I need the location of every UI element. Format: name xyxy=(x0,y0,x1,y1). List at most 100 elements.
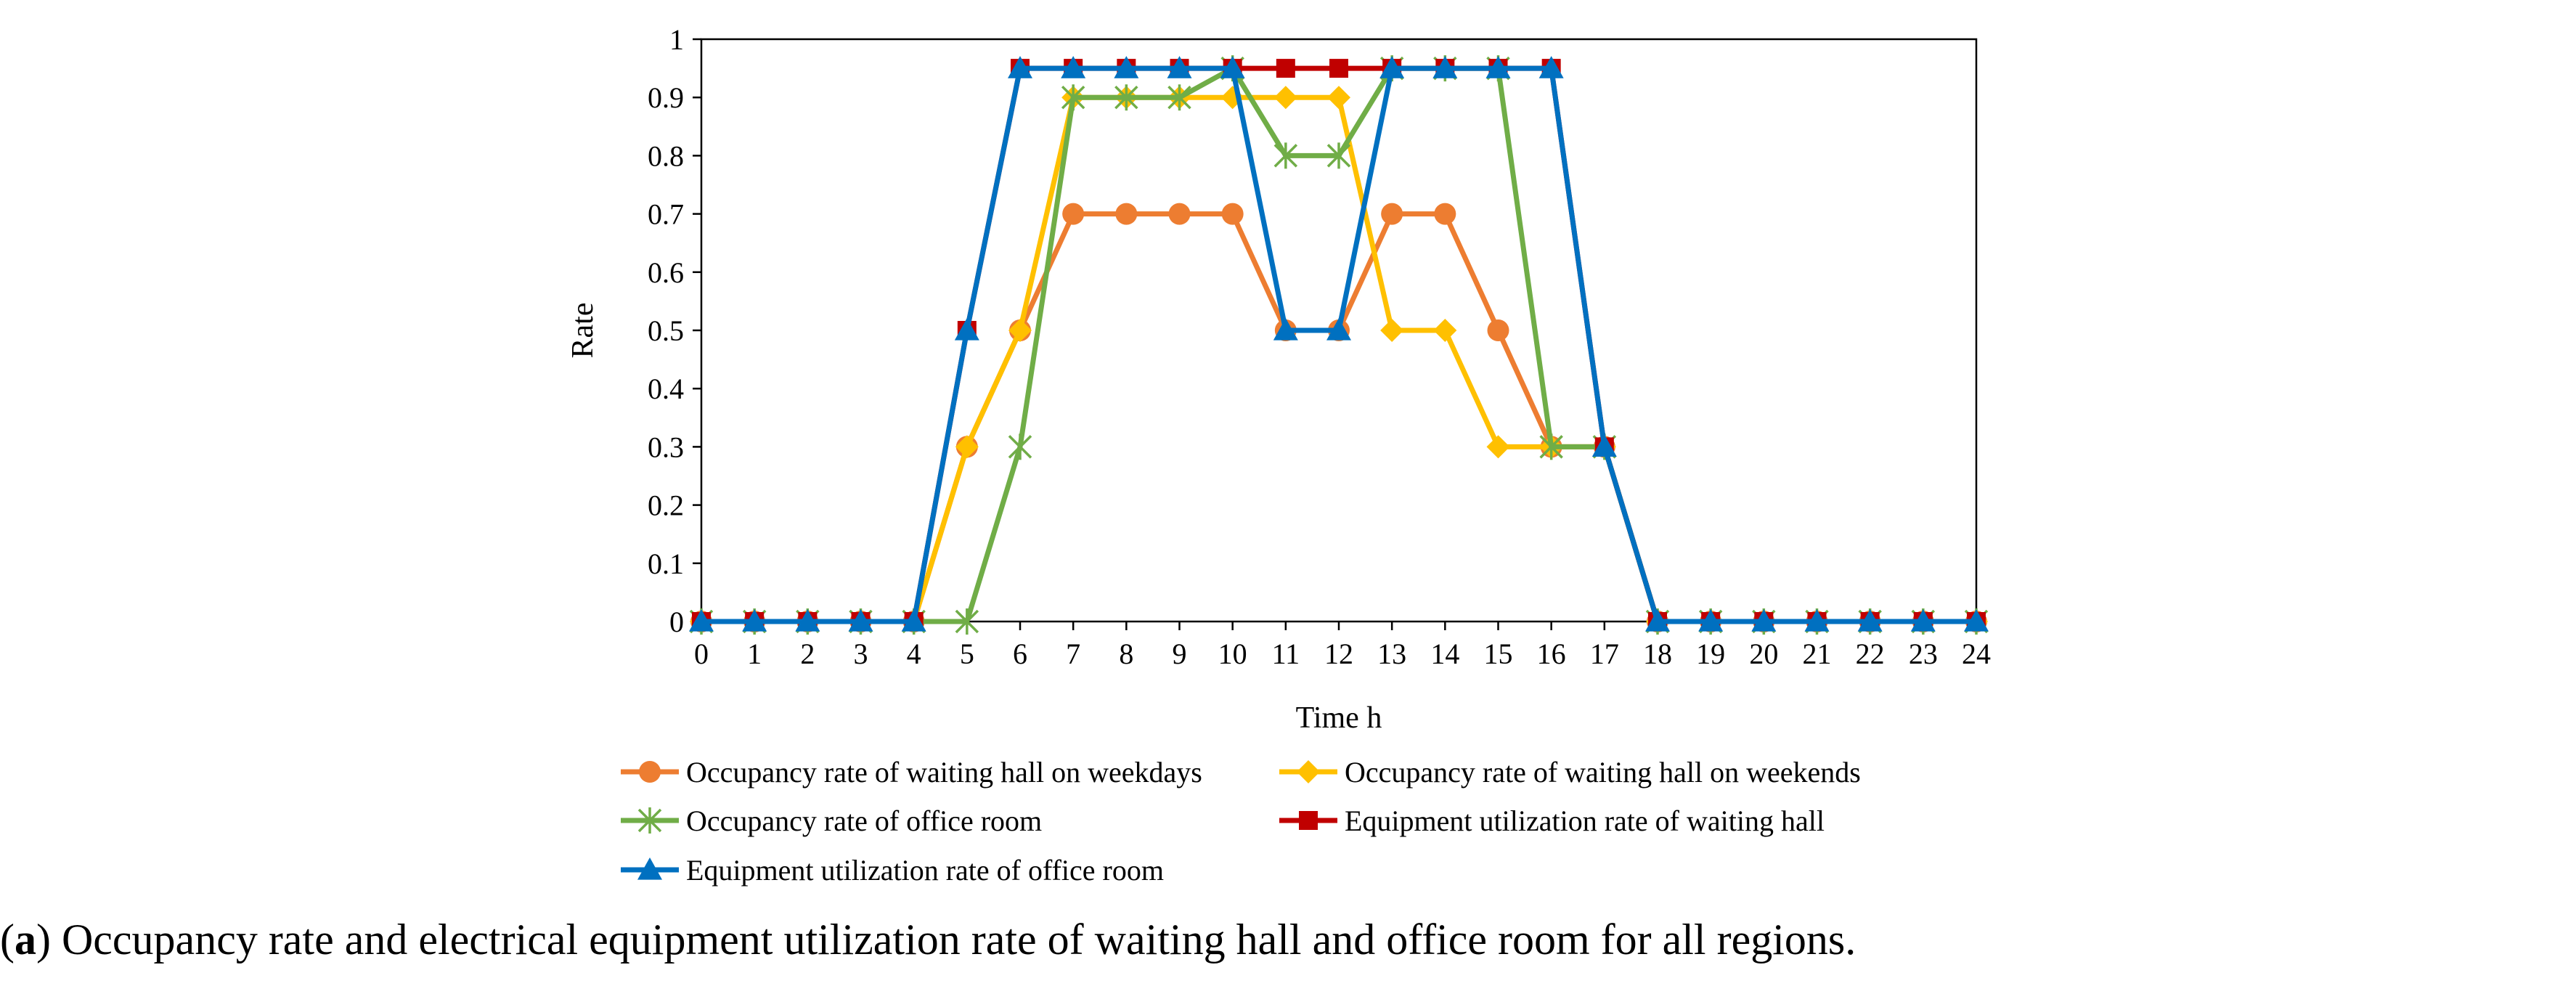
y-tick-label: 0.3 xyxy=(648,431,684,463)
x-tick-label: 14 xyxy=(1430,637,1459,670)
legend-label: Occupancy rate of waiting hall on weekda… xyxy=(686,756,1202,789)
data-point-marker xyxy=(1329,59,1348,78)
legend-swatch-marker xyxy=(637,857,662,880)
data-point-marker xyxy=(1062,203,1085,225)
data-point-marker xyxy=(742,609,767,632)
y-tick-label: 0.9 xyxy=(648,81,684,114)
data-point-marker xyxy=(1008,433,1032,460)
x-tick-label: 23 xyxy=(1909,637,1938,670)
data-point-marker xyxy=(901,609,926,632)
x-tick-label: 21 xyxy=(1803,637,1832,670)
legend-swatch-marker xyxy=(1299,811,1318,830)
data-point-marker xyxy=(1380,319,1404,342)
x-tick-label: 7 xyxy=(1066,637,1080,670)
legend-label: Equipment utilization rate of office roo… xyxy=(686,854,1164,887)
y-tick-label: 0.2 xyxy=(648,489,684,522)
x-tick-label: 15 xyxy=(1484,637,1513,670)
data-point-marker xyxy=(1061,56,1086,78)
x-axis-ticks: 0 1 2 3 4 5 6 7 8 9 10 11 12 13 14 15 16 17 18 19 20 21 22 23 24 xyxy=(694,622,1991,670)
legend-label: Equipment utilization rate of waiting ha… xyxy=(1345,804,1825,837)
y-axis-ticks: 0 0.1 0.2 0.3 0.4 0.5 0.6 0.7 0.8 0.9 1 xyxy=(648,23,701,638)
data-point-marker xyxy=(1751,609,1777,632)
x-tick-label: 18 xyxy=(1643,637,1672,670)
data-point-marker xyxy=(1964,609,1989,632)
y-tick-label: 0.7 xyxy=(648,198,684,231)
data-point-marker xyxy=(795,609,820,632)
x-tick-label: 20 xyxy=(1749,637,1778,670)
x-tick-label: 11 xyxy=(1272,637,1300,670)
data-point-marker xyxy=(1381,203,1403,225)
data-point-marker xyxy=(1273,318,1298,341)
series-5 xyxy=(689,56,1989,632)
data-point-marker xyxy=(1008,56,1032,78)
data-point-marker xyxy=(1432,56,1458,78)
data-point-marker xyxy=(954,318,979,341)
data-point-marker xyxy=(1539,433,1563,460)
data-point-marker xyxy=(1591,434,1617,457)
data-point-marker xyxy=(1486,435,1510,459)
y-tick-label: 0.8 xyxy=(648,139,684,172)
y-tick-label: 0.1 xyxy=(648,547,684,580)
data-point-marker xyxy=(1167,84,1191,111)
caption-text: Occupancy rate and electrical equipment … xyxy=(50,916,1856,963)
legend-item: Occupancy rate of waiting hall on weekda… xyxy=(621,756,1202,789)
legend-item: Occupancy rate of office room xyxy=(621,804,1042,837)
x-tick-label: 5 xyxy=(960,637,974,670)
data-point-marker xyxy=(1538,56,1564,78)
x-tick-label: 19 xyxy=(1696,637,1725,670)
data-point-marker xyxy=(1115,203,1138,225)
data-point-marker xyxy=(1008,319,1032,342)
x-tick-label: 22 xyxy=(1856,637,1885,670)
data-point-marker xyxy=(1061,84,1085,111)
caption-label: a xyxy=(14,916,36,963)
data-point-marker xyxy=(1326,142,1351,169)
legend-label: Occupancy rate of waiting hall on weeken… xyxy=(1345,756,1861,789)
data-point-marker xyxy=(955,435,979,459)
x-tick-label: 10 xyxy=(1218,637,1247,670)
y-tick-label: 0 xyxy=(669,606,684,638)
data-point-marker xyxy=(1487,319,1509,341)
data-point-marker xyxy=(1326,318,1351,341)
data-point-marker xyxy=(689,609,714,632)
x-tick-label: 12 xyxy=(1324,637,1353,670)
x-tick-label: 4 xyxy=(907,637,921,670)
data-point-marker xyxy=(848,609,873,632)
x-tick-label: 0 xyxy=(694,637,709,670)
data-point-marker xyxy=(1167,56,1192,78)
y-tick-label: 1 xyxy=(669,23,684,56)
x-tick-label: 13 xyxy=(1377,637,1406,670)
y-tick-label: 0.6 xyxy=(648,256,684,289)
data-point-marker xyxy=(1645,609,1670,632)
legend-item: Equipment utilization rate of waiting ha… xyxy=(1279,804,1825,837)
x-tick-label: 24 xyxy=(1962,637,1991,670)
x-tick-label: 8 xyxy=(1119,637,1133,670)
data-point-marker xyxy=(1804,609,1830,632)
legend-swatch-marker xyxy=(1297,760,1320,783)
legend: Occupancy rate of waiting hall on weekda… xyxy=(621,756,1861,887)
legend-label: Occupancy rate of office room xyxy=(686,804,1042,837)
data-point-marker xyxy=(1485,56,1511,78)
figure-caption: (a) Occupancy rate and electrical equipm… xyxy=(0,916,1856,963)
data-point-marker xyxy=(1434,203,1456,225)
data-point-marker xyxy=(1114,84,1138,111)
series-layer xyxy=(689,55,1989,635)
data-point-marker xyxy=(1379,56,1405,78)
x-tick-label: 2 xyxy=(800,637,815,670)
data-point-marker xyxy=(1221,203,1244,225)
data-point-marker xyxy=(1273,86,1297,110)
data-point-marker xyxy=(1273,142,1298,169)
data-point-marker xyxy=(1276,59,1295,78)
x-tick-label: 6 xyxy=(1013,637,1027,670)
data-point-marker xyxy=(1220,56,1245,78)
x-axis-title: Time h xyxy=(1296,701,1382,735)
legend-item: Occupancy rate of waiting hall on weeken… xyxy=(1279,756,1861,789)
y-tick-label: 0.5 xyxy=(648,314,684,347)
x-tick-label: 3 xyxy=(854,637,868,670)
x-tick-label: 16 xyxy=(1537,637,1566,670)
x-tick-label: 17 xyxy=(1590,637,1619,670)
legend-swatch-marker xyxy=(637,807,662,834)
legend-swatch-marker xyxy=(639,761,661,783)
data-point-marker xyxy=(1114,56,1139,78)
data-point-marker xyxy=(1910,609,1936,632)
